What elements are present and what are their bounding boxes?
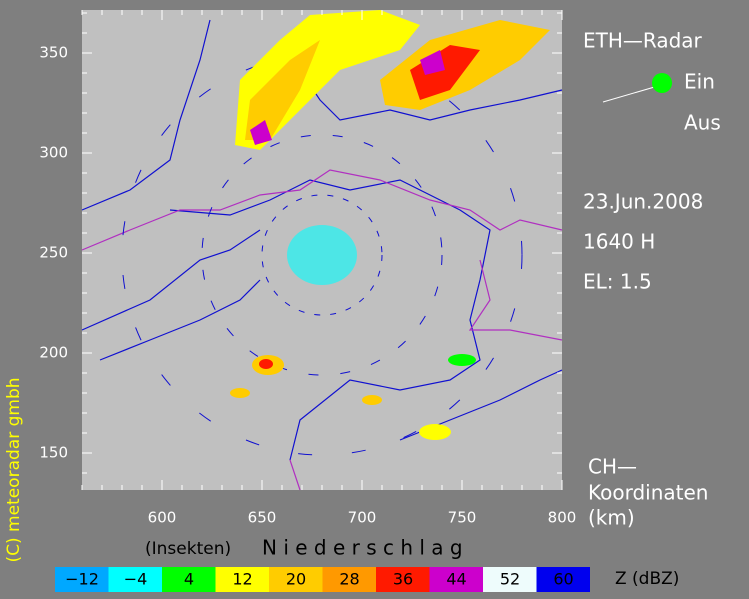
echo — [250, 120, 272, 145]
y-tick-label: 350 — [39, 44, 68, 62]
echo — [410, 45, 480, 100]
switch-off: Aus — [684, 111, 721, 135]
legend-label: 44 — [446, 570, 466, 589]
y-tick-label: 300 — [39, 144, 68, 162]
legend-swatch — [108, 567, 162, 592]
echo — [287, 225, 357, 285]
legend-swatch — [322, 567, 376, 592]
legend-swatch — [55, 567, 109, 592]
legend-right-label: N i e d e r s c h l a g — [262, 536, 463, 560]
legend-swatch — [162, 567, 216, 592]
legend-label: 52 — [500, 570, 520, 589]
legend-label: 4 — [184, 570, 194, 589]
x-tick-label: 650 — [248, 509, 277, 527]
copyright: (C) meteoradar gmbh — [4, 377, 24, 562]
legend-swatch — [215, 567, 269, 592]
switch-pointer — [602, 85, 659, 103]
legend-label: 12 — [232, 570, 252, 589]
legend-label: 28 — [339, 570, 359, 589]
map-features — [81, 19, 563, 491]
y-tick-label: 250 — [39, 244, 68, 262]
x-tick-label: 700 — [348, 509, 377, 527]
x-tick-label: 600 — [148, 509, 177, 527]
legend-swatch — [429, 567, 483, 592]
legend-left-label: (Insekten) — [145, 539, 231, 559]
echoes — [230, 10, 550, 440]
x-tick-label: 800 — [548, 509, 577, 527]
river — [169, 179, 491, 461]
river — [81, 229, 261, 361]
y-tick-label: 150 — [39, 444, 68, 462]
border — [81, 169, 563, 491]
echo — [362, 395, 382, 405]
echo — [230, 388, 250, 398]
range-ring — [201, 134, 443, 376]
legend-label: −12 — [65, 570, 99, 589]
legend-swatch — [376, 567, 430, 592]
legend-label: 20 — [286, 570, 306, 589]
legend-label: −4 — [124, 570, 148, 589]
switch-on: Ein — [684, 70, 715, 94]
date: 23.Jun.2008 — [583, 190, 703, 214]
legend-label: 60 — [553, 570, 573, 589]
river — [299, 69, 563, 121]
coordinates-label: (km) — [588, 506, 635, 530]
echo — [245, 40, 320, 140]
switch-indicator — [652, 73, 672, 93]
time: 1640 H — [583, 230, 655, 254]
coordinates-label: Koordinaten — [588, 481, 708, 505]
y-tick-label: 200 — [39, 344, 68, 362]
legend-label: 36 — [393, 570, 413, 589]
legend-swatch — [483, 567, 537, 592]
legend-swatch — [536, 567, 590, 592]
x-tick-label: 750 — [448, 509, 477, 527]
elevation: EL: 1.5 — [583, 270, 652, 294]
echo — [420, 50, 445, 75]
echo — [448, 354, 476, 366]
echo — [259, 359, 273, 369]
river — [81, 19, 211, 211]
legend-unit: Z (dBZ) — [615, 569, 679, 589]
range-ring — [261, 194, 383, 316]
title: ETH—Radar — [583, 29, 703, 53]
legend-swatch — [269, 567, 323, 592]
echo — [419, 424, 451, 440]
coordinates-label: CH— — [588, 455, 637, 479]
range-ring — [121, 54, 523, 456]
